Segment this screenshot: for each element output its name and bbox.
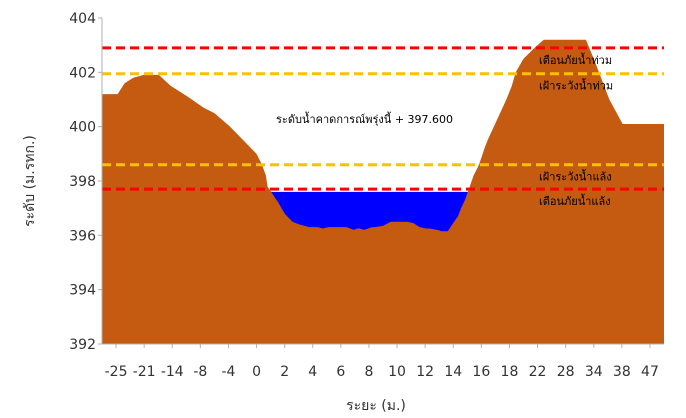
drought-watch-label: เฝ้าระวังน้ำแล้ง (539, 169, 612, 184)
x-tick-label: 34 (585, 364, 603, 380)
x-tick-label: 38 (613, 364, 631, 380)
x-tick-label: 28 (557, 364, 575, 380)
x-tick-label: -8 (193, 364, 207, 380)
x-tick-label: 18 (501, 364, 519, 380)
y-tick-label: 400 (69, 120, 96, 136)
x-tick-label: 47 (641, 364, 659, 380)
x-tick-label: 6 (336, 364, 345, 380)
x-tick-label: 16 (472, 364, 490, 380)
x-tick-label: -14 (161, 364, 184, 380)
y-tick-label: 394 (69, 283, 96, 299)
x-tick-label: 10 (388, 364, 406, 380)
y-tick-label: 404 (69, 11, 96, 27)
x-tick-label: 12 (416, 364, 434, 380)
x-axis-title: ระยะ (ม.) (346, 398, 406, 414)
ground-profile (102, 39, 664, 344)
x-tick-label: 8 (364, 364, 373, 380)
y-tick-label: 396 (69, 228, 96, 244)
flood-watch-label: เฝ้าระวังน้ำท่วม (539, 78, 613, 93)
x-tick-label: -25 (105, 364, 128, 380)
x-tick-label: 0 (252, 364, 261, 380)
forecast-annotation: ระดับน้ำคาดการณ์พรุ่งนี้ + 397.600 (276, 111, 453, 126)
x-tick-label: 2 (280, 364, 289, 380)
plot-area (102, 39, 664, 344)
x-tick-label: -21 (133, 364, 156, 380)
y-tick-label: 392 (69, 337, 96, 353)
y-ticks: 392 394 396 398 400 402 404 (69, 11, 102, 353)
threshold-labels: เตือนภัยน้ำท่วมเฝ้าระวังน้ำท่วมเฝ้าระวัง… (539, 52, 613, 208)
x-ticks: -25 -21 -14 -8 -4 0 2 4 6 8 10 12 14 16 18 22 28 34 38 47 (105, 344, 659, 380)
x-tick-label: 14 (444, 364, 462, 380)
y-axis-title: ระดับ (ม.รทก.) (22, 135, 38, 227)
drought-warning-label: เตือนภัยน้ำแล้ง (539, 193, 611, 208)
x-tick-label: -4 (221, 364, 235, 380)
y-tick-label: 402 (69, 65, 96, 81)
x-tick-label: 4 (308, 364, 317, 380)
y-tick-label: 398 (69, 174, 96, 190)
x-tick-label: 22 (529, 364, 547, 380)
flood-warning-label: เตือนภัยน้ำท่วม (539, 52, 612, 67)
